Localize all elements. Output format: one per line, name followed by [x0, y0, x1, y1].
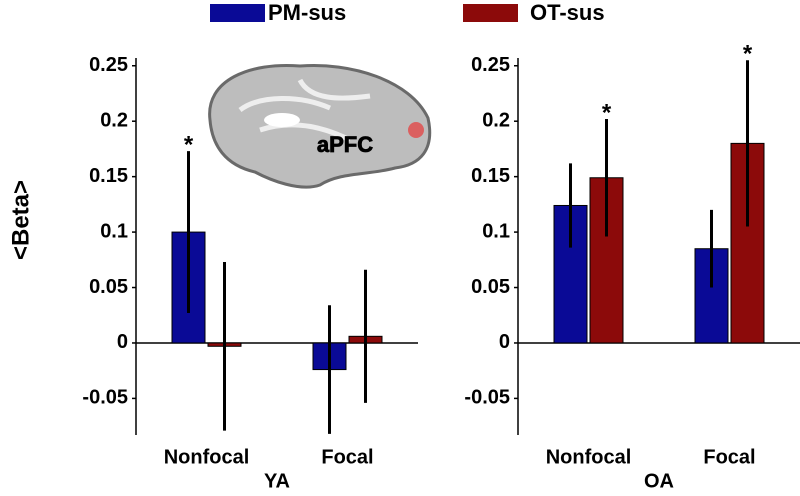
y-tick-label: 0.05 — [89, 276, 128, 298]
y-tick-label: -0.05 — [82, 387, 128, 409]
y-tick-label: 0.05 — [471, 276, 510, 298]
brain-image — [208, 63, 432, 189]
y-tick-label: 0.2 — [100, 109, 128, 131]
y-tick-label: 0.2 — [482, 109, 510, 131]
legend-swatch — [463, 4, 518, 22]
ventricle — [264, 113, 300, 127]
legend-label: OT-sus — [530, 0, 605, 25]
significance-marker: * — [602, 99, 612, 126]
legend-swatch — [210, 4, 265, 22]
y-tick-label: 0 — [117, 331, 128, 353]
x-axis-label: YA — [264, 470, 290, 492]
significance-marker: * — [184, 131, 194, 158]
y-tick-label: 0.1 — [100, 220, 128, 242]
brain-folds — [238, 78, 371, 143]
roi-spot — [408, 122, 424, 138]
y-axis-label: <Beta> — [7, 180, 34, 260]
y-tick-label: -0.05 — [464, 387, 510, 409]
x-tick-label: Nonfocal — [546, 446, 632, 468]
significance-marker: * — [743, 41, 753, 68]
x-tick-label: Focal — [321, 446, 373, 468]
image-label: aPFC — [317, 132, 373, 157]
x-tick-label: Focal — [703, 446, 755, 468]
y-tick-label: 0.15 — [471, 165, 510, 187]
x-axis-label: OA — [644, 470, 674, 492]
y-tick-label: 0.15 — [89, 165, 128, 187]
y-tick-label: 0.1 — [482, 220, 510, 242]
x-tick-label: Nonfocal — [164, 446, 250, 468]
y-tick-label: 0 — [499, 331, 510, 353]
y-tick-label: 0.25 — [89, 54, 128, 76]
legend-label: PM-sus — [268, 0, 346, 25]
y-tick-label: 0.25 — [471, 54, 510, 76]
